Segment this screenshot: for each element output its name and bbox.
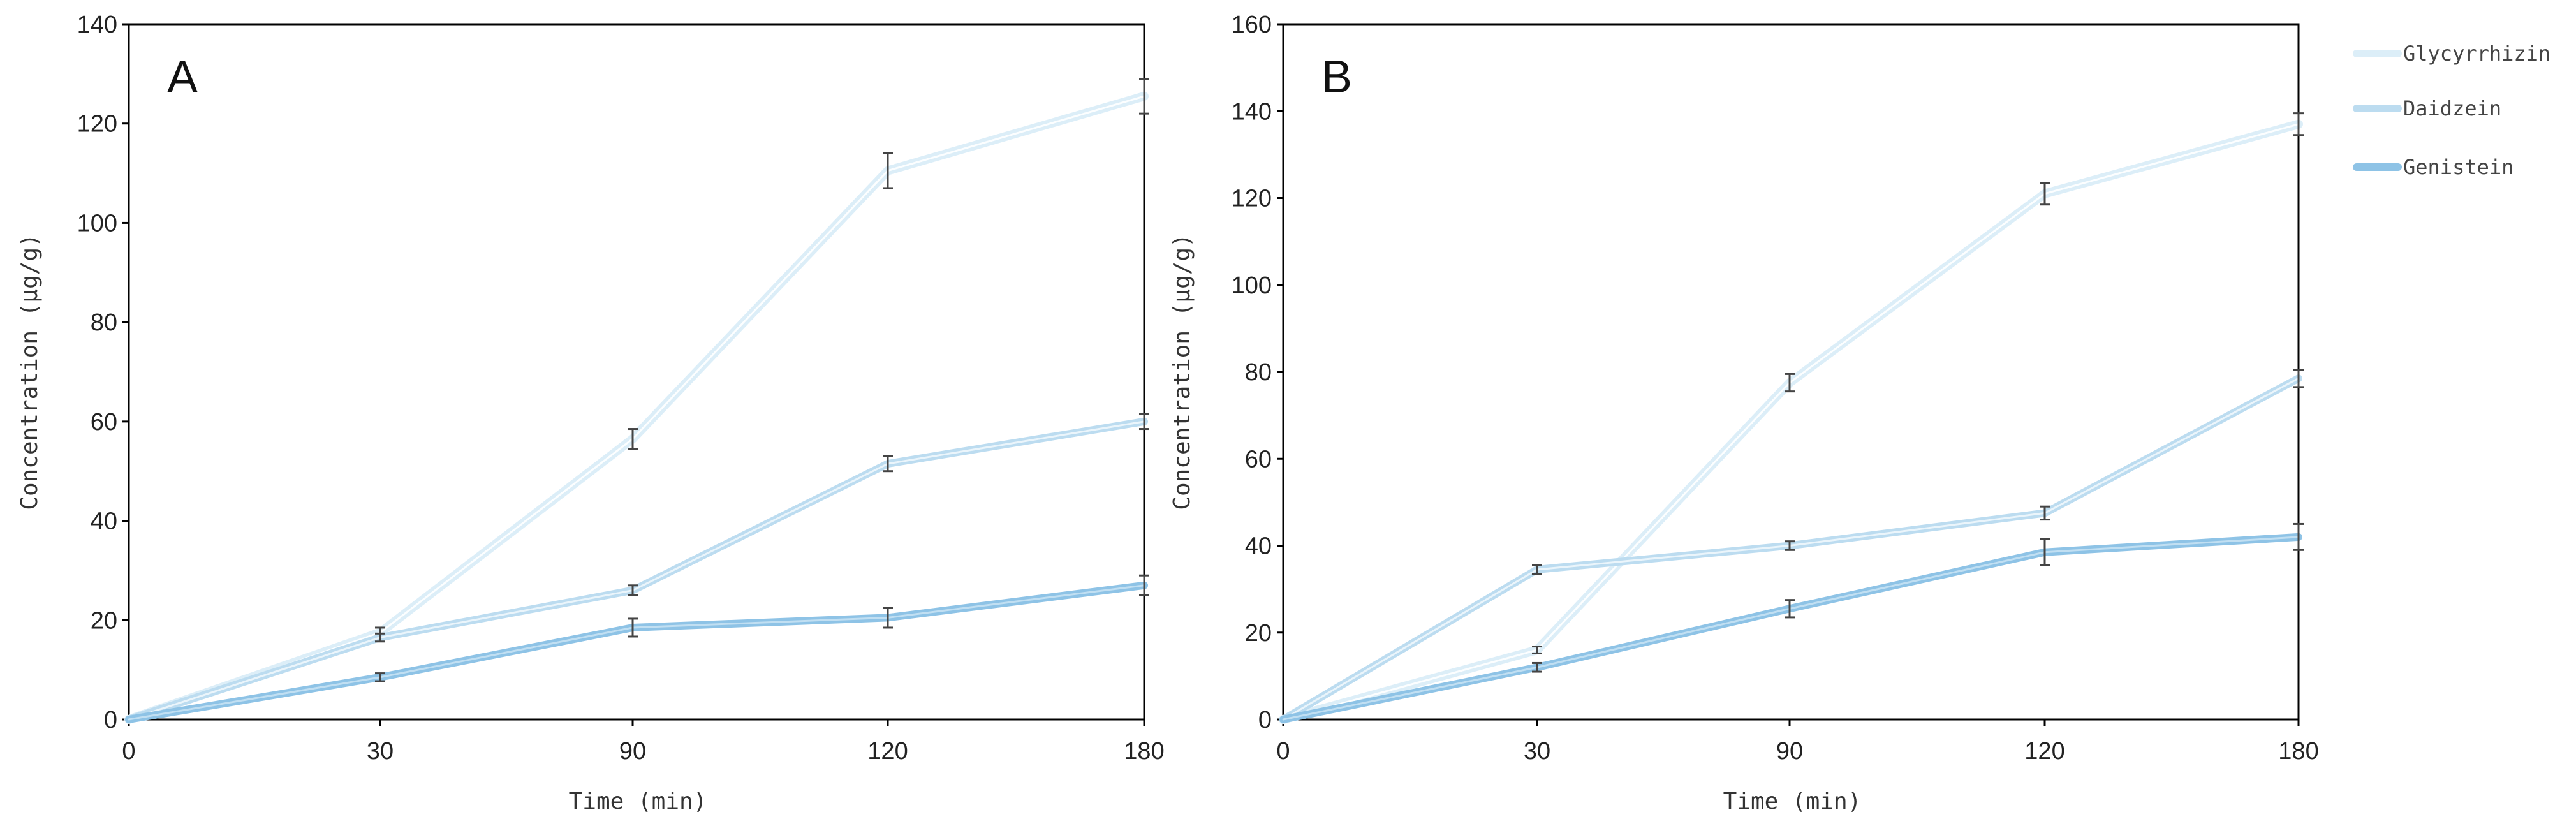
error-bar-daidzein-a	[1139, 413, 1149, 431]
error-bar-genistein-b	[2040, 538, 2050, 566]
y-tick-label-a: 140	[77, 11, 117, 38]
error-bar-daidzein-a	[883, 455, 893, 473]
legend-item-glycyrrhizin: Glycyrrhizin	[2353, 41, 2550, 66]
x-tick-label-a: 90	[619, 738, 646, 765]
y-axis-label-a: Concentration (μg/g)	[17, 233, 43, 510]
error-bar-daidzein-b	[2293, 369, 2304, 388]
error-bar-daidzein-b	[1785, 540, 1795, 551]
x-tick-label-a: 30	[367, 738, 394, 765]
x-axis-label-a: Time (min)	[569, 788, 707, 815]
x-axis-label-b: Time (min)	[1723, 788, 1862, 815]
y-tick-label-b: 60	[1245, 446, 1272, 473]
panel-label-b: B	[1321, 52, 1352, 103]
x-tick-label-b: 120	[2024, 738, 2064, 765]
series-layer-a	[124, 78, 1149, 724]
x-tick-label-b: 0	[1276, 738, 1290, 765]
error-bar-daidzein-b	[2040, 505, 2050, 521]
chart-panel-a: A Time (min) Concentration (μg/g) 0 20 40 6…	[17, 11, 1165, 815]
y-tick-label-b: 100	[1232, 272, 1272, 299]
legend-label-genistein: Genistein	[2403, 155, 2513, 179]
y-tick-label-a: 80	[91, 309, 117, 336]
error-bar-glycyrrhizin-a	[628, 428, 638, 450]
legend-item-genistein: Genistein	[2353, 155, 2513, 179]
error-bar-genistein-a	[628, 617, 638, 638]
legend-item-daidzein: Daidzein	[2353, 96, 2501, 121]
error-bar-glycyrrhizin-a	[883, 152, 893, 189]
y-tick-label-b: 0	[1258, 707, 1272, 734]
legend-label-daidzein: Daidzein	[2403, 96, 2501, 121]
error-bar-genistein-a	[883, 607, 893, 629]
y-tick-label-a: 0	[104, 707, 117, 734]
x-tick-label-b: 90	[1776, 738, 1803, 765]
error-bar-genistein-a	[375, 672, 385, 682]
y-tick-label-b: 140	[1232, 98, 1272, 125]
error-bar-genistein-b	[1532, 661, 1542, 673]
plot-frame-a	[128, 23, 1145, 721]
error-bar-genistein-b	[1785, 599, 1795, 619]
error-bar-glycyrrhizin-b	[2293, 112, 2304, 136]
y-ticks-a: 0 20 40 60 80 100 120 140	[77, 11, 129, 734]
y-tick-label-b: 160	[1232, 11, 1272, 38]
error-bar-daidzein-a	[628, 584, 638, 596]
y-ticks-b: 0 20 40 60 80 100 120 140 160	[1232, 11, 1283, 734]
x-tick-label-a: 180	[1124, 738, 1164, 765]
x-tick-label-b: 180	[2278, 738, 2318, 765]
y-tick-label-b: 120	[1232, 186, 1272, 212]
legend: Glycyrrhizin Daidzein Genistein	[2353, 41, 2550, 179]
x-tick-label-a: 120	[867, 738, 908, 765]
x-ticks-a: 0 30 90 120 180	[122, 719, 1165, 765]
error-bar-glycyrrhizin-b	[2040, 182, 2050, 206]
x-ticks-b: 0 30 90 120 180	[1276, 719, 2319, 765]
error-bar-glycyrrhizin-b	[1785, 373, 1795, 393]
series-layer-b	[1279, 112, 2304, 724]
y-tick-label-a: 120	[77, 111, 117, 138]
y-tick-label-b: 20	[1245, 620, 1272, 647]
error-bar-daidzein-b	[1532, 564, 1542, 575]
error-bar-glycyrrhizin-b	[1532, 646, 1542, 654]
y-axis-label-b: Concentration (μg/g)	[1169, 233, 1195, 510]
error-bar-daidzein-a	[375, 632, 385, 643]
y-tick-label-a: 100	[77, 210, 117, 237]
y-tick-label-b: 40	[1245, 533, 1272, 560]
x-tick-label-b: 30	[1524, 738, 1550, 765]
error-bar-genistein-a	[1139, 574, 1149, 596]
error-bar-genistein-b	[2293, 522, 2304, 551]
panel-label-a: A	[167, 52, 198, 103]
y-tick-label-b: 80	[1245, 359, 1272, 386]
x-tick-label-a: 0	[122, 738, 135, 765]
chart-panel-b: B Time (min) Concentration (μg/g) 0 20 40 6…	[1169, 11, 2319, 815]
error-bar-glycyrrhizin-a	[1139, 78, 1149, 115]
y-tick-label-a: 20	[91, 607, 117, 634]
legend-label-glycyrrhizin: Glycyrrhizin	[2403, 41, 2550, 66]
y-tick-label-a: 40	[91, 508, 117, 535]
y-tick-label-a: 60	[91, 409, 117, 436]
